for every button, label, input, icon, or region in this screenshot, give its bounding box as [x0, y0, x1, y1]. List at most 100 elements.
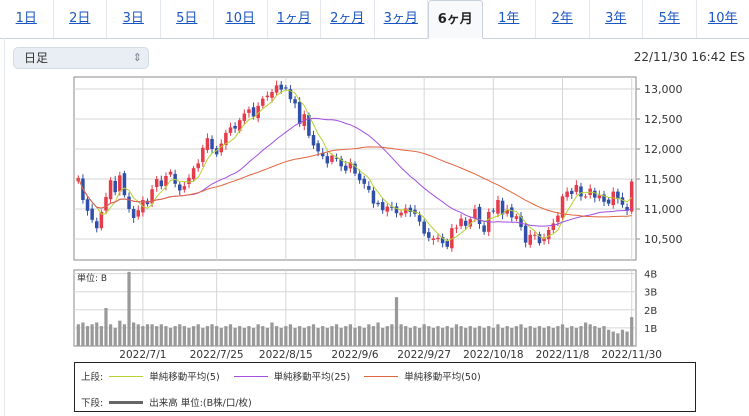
tab-11[interactable]: 3年 — [590, 0, 643, 38]
volume-bar — [454, 324, 459, 346]
volume-bar — [187, 327, 191, 346]
candle-body — [270, 92, 274, 98]
x-tick-label: 2022/10/18 — [463, 349, 524, 361]
price-tick-label: 12,500 — [644, 113, 683, 126]
volume-bar — [422, 324, 426, 346]
candle-body — [251, 107, 256, 117]
volume-bar — [357, 326, 362, 346]
volume-bar — [108, 324, 113, 346]
candle-body — [247, 109, 251, 113]
candle-body — [334, 157, 339, 159]
volume-bar — [607, 329, 611, 346]
candle-body — [136, 210, 141, 217]
candle-body — [459, 218, 463, 227]
volume-bar — [247, 326, 251, 346]
tab-7[interactable]: 3ヶ月 — [375, 0, 428, 38]
candle-body — [408, 207, 413, 212]
price-tick-label: 12,000 — [644, 143, 683, 156]
candle-body — [307, 114, 311, 136]
tab-2[interactable]: 3日 — [107, 0, 161, 38]
candle-body — [168, 171, 173, 175]
tab-1[interactable]: 2日 — [54, 0, 107, 38]
volume-bar — [256, 324, 260, 346]
candle-body — [565, 191, 569, 198]
x-tick-label: 2022/7/1 — [119, 349, 166, 361]
legend-ma5-label: 単純移動平均(5) — [149, 372, 220, 383]
candle-body — [417, 215, 422, 222]
tab-4[interactable]: 10日 — [214, 0, 268, 38]
volume-bar — [132, 322, 136, 346]
volume-bar — [514, 326, 519, 346]
tab-13[interactable]: 10年 — [707, 11, 738, 26]
volume-bar — [164, 326, 168, 346]
volume-bar — [399, 324, 403, 346]
tab-8[interactable]: 6ヶ月 — [428, 0, 483, 39]
candle-body — [279, 84, 283, 90]
volume-bar — [519, 324, 523, 346]
volume-bar — [168, 327, 173, 346]
candle-body — [76, 177, 81, 182]
volume-bar — [178, 324, 182, 346]
volume-bar — [464, 327, 468, 346]
volume-bar — [620, 329, 625, 346]
candle-body — [145, 200, 150, 205]
legend-upper-label: 上段: — [81, 372, 104, 383]
volume-bar — [145, 324, 150, 346]
volume-bar — [547, 326, 551, 346]
volume-tick-label: 3B — [644, 288, 657, 299]
volume-bar — [611, 331, 615, 346]
legend-ma25: 単純移動平均(25) — [228, 369, 350, 383]
candle-body — [560, 196, 565, 218]
candle-body — [579, 186, 583, 197]
volume-bar — [371, 326, 376, 346]
tab-12[interactable]: 5年 — [643, 0, 697, 38]
candle-body — [367, 185, 371, 190]
volume-bar — [307, 326, 311, 346]
volume-bar — [118, 320, 122, 346]
candle-body — [228, 127, 233, 133]
candle-body — [219, 143, 224, 153]
candle-body — [108, 180, 113, 200]
chart-panel — [4, 38, 749, 416]
candle-body — [224, 132, 228, 146]
volume-bar — [159, 324, 163, 346]
candle-body — [616, 191, 620, 199]
candle-body — [150, 189, 154, 204]
tab-10[interactable]: 2年 — [536, 0, 590, 38]
tab-3[interactable]: 5日 — [161, 0, 214, 38]
candle-body — [237, 120, 242, 131]
volume-bar — [528, 326, 532, 346]
volume-bar — [500, 327, 505, 346]
candle-body — [178, 184, 182, 191]
volume-bar — [321, 326, 325, 346]
tab-9[interactable]: 1年 — [483, 0, 536, 38]
candle-body — [422, 221, 426, 234]
legend-ma25-swatch — [233, 375, 268, 377]
candle-body — [154, 179, 159, 188]
legend-volume: 出来高 単位:(B株/口/枚) — [103, 395, 252, 409]
candle-body — [90, 208, 94, 220]
ma-line-5 — [77, 89, 633, 242]
volume-bar — [302, 327, 306, 346]
candle-body — [385, 206, 390, 212]
candle-body — [399, 212, 403, 216]
candle-body — [427, 232, 431, 238]
candle-body — [99, 212, 104, 229]
tab-5[interactable]: 1ヶ月 — [268, 0, 321, 38]
tab-0[interactable]: 1日 — [0, 0, 54, 38]
tab-6[interactable]: 2ヶ月 — [321, 0, 375, 38]
volume-bar — [353, 327, 357, 346]
volume-bar — [173, 326, 177, 346]
volume-bar — [445, 326, 449, 346]
candle-body — [450, 228, 454, 249]
candle-body — [164, 176, 168, 187]
candle-period-select[interactable]: 日足 ⇕ — [13, 47, 149, 69]
volume-bar — [588, 324, 592, 346]
candle-body — [569, 190, 574, 194]
candle-body — [394, 206, 399, 214]
volume-bar — [279, 327, 283, 346]
candle-body — [122, 173, 127, 196]
price-tick-label: 11,000 — [644, 203, 683, 216]
volume-bar — [265, 327, 269, 346]
candle-body — [556, 215, 560, 222]
